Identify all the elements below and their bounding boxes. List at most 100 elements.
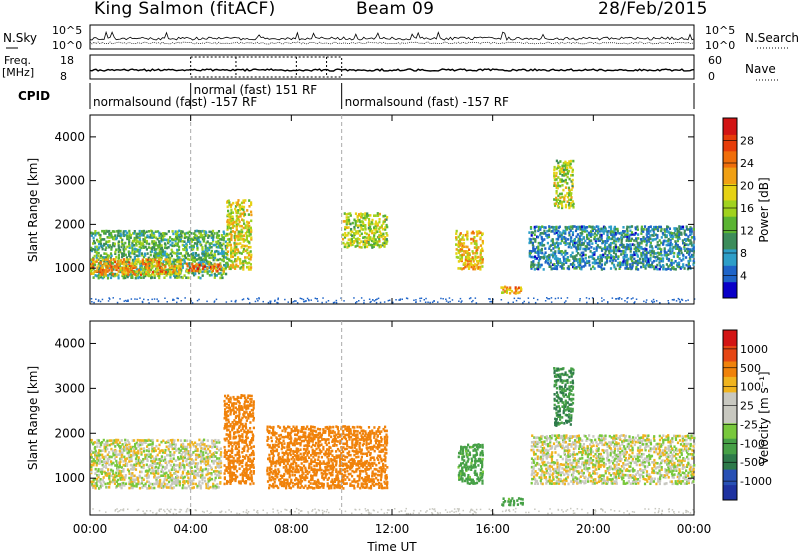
- scatter-cell: [238, 410, 241, 413]
- scatter-cell: [367, 238, 370, 241]
- scatter-cell: [559, 196, 562, 199]
- scatter-cell: [569, 159, 573, 163]
- scatter-cell: [215, 274, 218, 277]
- scatter-cell: [103, 262, 106, 265]
- scatter-cell: [155, 248, 158, 251]
- scatter-cell: [640, 227, 643, 231]
- scatter-cell: [151, 464, 154, 467]
- scatter-cell: [117, 240, 120, 243]
- scatter-cell: [203, 447, 207, 451]
- scatter-cell: [238, 418, 241, 422]
- scatter-cell: [164, 467, 167, 471]
- scatter-cell: [204, 234, 207, 237]
- scatter-cell: [548, 257, 551, 261]
- scatter-cell: [479, 231, 482, 235]
- scatter-cell: [558, 225, 561, 229]
- scatter-cell: [233, 424, 236, 428]
- scatter-cell: [642, 251, 645, 254]
- scatter-cell: [366, 241, 369, 244]
- scatter-cell: [126, 245, 129, 249]
- scatter-cell: [218, 476, 221, 479]
- scatter-cell: [117, 453, 120, 456]
- ground-scatter-cell: [356, 301, 358, 303]
- scatter-cell: [121, 475, 124, 479]
- scatter-cell: [661, 259, 665, 263]
- scatter-cell: [367, 233, 371, 237]
- scatter-cell: [95, 463, 98, 467]
- scatter-cell: [170, 264, 173, 268]
- scatter-cell: [204, 248, 207, 251]
- scatter-cell: [95, 260, 98, 263]
- scatter-cell: [103, 443, 106, 446]
- scatter-cell: [562, 164, 565, 168]
- scatter-cell: [237, 457, 240, 460]
- scatter-cell: [103, 445, 106, 448]
- scatter-cell: [140, 447, 143, 451]
- scatter-cell: [183, 274, 186, 277]
- scatter-cell: [154, 254, 157, 257]
- scatter-cell: [642, 253, 645, 256]
- scatter-cell: [115, 471, 118, 475]
- freq-trace: [89, 68, 695, 72]
- scatter-cell: [593, 226, 596, 229]
- scatter-cell: [380, 235, 383, 239]
- scatter-cell: [180, 474, 183, 477]
- scatter-cell: [146, 472, 149, 475]
- scatter-cell: [214, 256, 217, 260]
- scatter-cell: [171, 476, 174, 480]
- scatter-cell: [181, 243, 184, 247]
- scatter-cell: [577, 247, 580, 251]
- scatter-cell: [216, 263, 219, 266]
- scatter-cell: [176, 234, 179, 238]
- scatter-cell: [464, 261, 467, 265]
- ground-scatter-cell: [112, 297, 114, 299]
- scatter-cell: [461, 242, 464, 246]
- scatter-cell: [218, 466, 221, 469]
- scatter-cell: [637, 261, 640, 265]
- scatter-cell: [557, 247, 560, 250]
- scatter-cell: [212, 239, 215, 243]
- scatter-cell: [208, 260, 211, 264]
- scatter-cell: [122, 460, 125, 463]
- scatter-cell: [178, 483, 181, 487]
- scatter-cell: [591, 233, 594, 236]
- scatter-cell: [233, 251, 236, 255]
- scatter-cell: [235, 245, 238, 249]
- scatter-cell: [274, 472, 277, 475]
- scatter-cell: [169, 475, 172, 479]
- scatter-cell: [150, 262, 154, 265]
- scatter-cell: [268, 458, 271, 461]
- scatter-cell: [356, 240, 359, 243]
- ground-scatter-cell: [445, 300, 448, 302]
- scatter-cell: [172, 453, 175, 457]
- ground-scatter-cell: [557, 297, 559, 299]
- scatter-cell: [240, 224, 243, 228]
- scatter-cell: [470, 263, 473, 266]
- scatter-cell: [248, 394, 251, 398]
- scatter-cell: [625, 239, 628, 242]
- scatter-cell: [568, 160, 571, 163]
- scatter-cell: [139, 264, 142, 268]
- scatter-cell: [537, 267, 540, 271]
- scatter-cell: [129, 251, 132, 255]
- scatter-cell: [237, 238, 240, 242]
- scatter-cell: [133, 447, 136, 450]
- scatter-cell: [200, 458, 203, 461]
- scatter-cell: [92, 256, 95, 260]
- ground-scatter-cell: [603, 299, 605, 301]
- scatter-cell: [97, 251, 100, 255]
- scatter-cell: [535, 267, 538, 270]
- scatter-cell: [137, 462, 140, 465]
- scatter-cell: [234, 453, 237, 457]
- ground-scatter-cell: [247, 298, 250, 300]
- scatter-cell: [582, 257, 585, 261]
- scatter-cell: [125, 262, 128, 266]
- scatter-cell: [243, 445, 246, 448]
- scatter-cell: [173, 262, 176, 265]
- scatter-cell: [195, 234, 198, 238]
- scatter-cell: [467, 256, 471, 259]
- scatter-cell: [179, 252, 182, 255]
- scatter-cell: [557, 251, 560, 254]
- scatter-cell: [477, 246, 480, 249]
- scatter-cell: [126, 231, 129, 235]
